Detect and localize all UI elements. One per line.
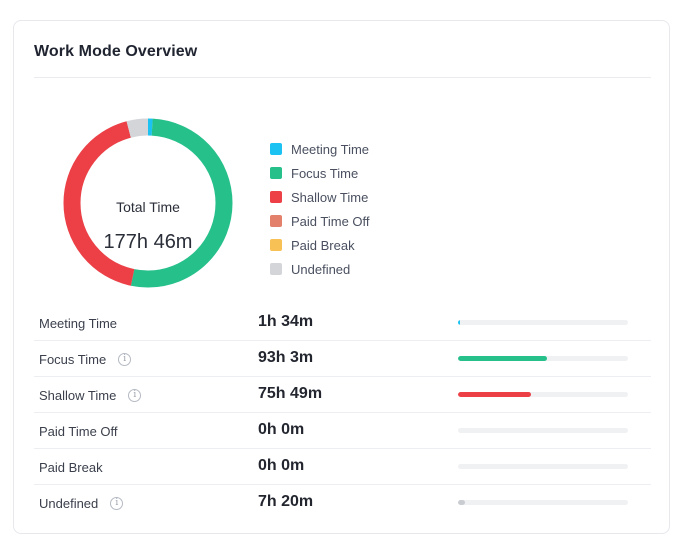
legend-item-paid-break[interactable]: Paid Break <box>270 233 370 257</box>
work-mode-donut-chart: Total Time 177h 46m <box>63 118 233 288</box>
progress-bar-fill <box>458 392 531 397</box>
progress-bar-track <box>458 392 628 397</box>
row-value: 93h 3m <box>258 349 314 366</box>
info-icon[interactable]: i <box>128 389 142 402</box>
row-label-text: Focus Time <box>39 352 107 367</box>
row-label: Focus Time i <box>39 352 132 367</box>
progress-bar-fill <box>458 500 465 505</box>
legend-item-shallow-time[interactable]: Shallow Time <box>270 185 370 209</box>
progress-bar-track <box>458 464 628 469</box>
legend-item-paid-time-off[interactable]: Paid Time Off <box>270 209 370 233</box>
row-value: 75h 49m <box>258 385 323 402</box>
row-label-text: Meeting Time <box>39 316 118 331</box>
donut-segment-shallow-time[interactable] <box>63 118 233 288</box>
row-label-text: Shallow Time <box>39 388 117 403</box>
progress-bar-track <box>458 500 628 505</box>
row-value: 0h 0m <box>258 421 305 438</box>
title-divider <box>34 77 651 78</box>
progress-bar-track <box>458 320 628 325</box>
row-label: Paid Time Off <box>39 424 118 439</box>
row-label: Shallow Time i <box>39 388 142 403</box>
legend-swatch <box>270 239 282 251</box>
legend-item-focus-time[interactable]: Focus Time <box>270 161 370 185</box>
legend-swatch <box>270 263 282 275</box>
legend-swatch <box>270 191 282 203</box>
legend-label: Shallow Time <box>291 189 369 205</box>
legend-swatch <box>270 167 282 179</box>
row-label-text: Undefined <box>39 496 99 511</box>
work-mode-table: Meeting Time 1h 34m Focus Time i 93h 3m … <box>34 305 651 520</box>
work-mode-overview-card: Work Mode Overview Total Time 177h 46m M… <box>13 20 670 534</box>
card-title: Work Mode Overview <box>34 43 198 60</box>
legend-swatch <box>270 143 282 155</box>
legend-label: Paid Break <box>291 237 355 253</box>
row-value: 0h 0m <box>258 457 305 474</box>
progress-bar-fill <box>458 320 460 325</box>
legend-item-undefined[interactable]: Undefined <box>270 257 370 281</box>
legend-label: Meeting Time <box>291 141 370 157</box>
row-label: Meeting Time <box>39 316 117 331</box>
info-icon[interactable]: i <box>118 353 132 366</box>
legend-label: Undefined <box>291 261 351 277</box>
table-row-undefined: Undefined i 7h 20m <box>34 485 651 520</box>
row-label: Undefined i <box>39 496 124 511</box>
info-icon[interactable]: i <box>110 497 124 510</box>
table-row-focus-time: Focus Time i 93h 3m <box>34 341 651 377</box>
row-value: 7h 20m <box>258 493 314 510</box>
legend-swatch <box>270 215 282 227</box>
table-row-paid-break: Paid Break 0h 0m <box>34 449 651 485</box>
row-label: Paid Break <box>39 460 103 475</box>
row-label-text: Paid Time Off <box>39 424 118 439</box>
progress-bar-fill <box>458 356 547 361</box>
row-label-text: Paid Break <box>39 460 103 475</box>
donut-center-label: Total Time <box>116 199 180 215</box>
table-row-shallow-time: Shallow Time i 75h 49m <box>34 377 651 413</box>
donut-center-value: 177h 46m <box>104 231 193 253</box>
legend-label: Focus Time <box>291 165 359 181</box>
progress-bar-track <box>458 428 628 433</box>
table-row-meeting-time: Meeting Time 1h 34m <box>34 305 651 341</box>
table-row-paid-time-off: Paid Time Off 0h 0m <box>34 413 651 449</box>
donut-segment-undefined[interactable] <box>63 118 233 288</box>
legend-label: Paid Time Off <box>291 213 370 229</box>
progress-bar-track <box>458 356 628 361</box>
row-value: 1h 34m <box>258 313 314 330</box>
donut-segment-focus-time[interactable] <box>63 118 233 288</box>
legend-item-meeting-time[interactable]: Meeting Time <box>270 137 370 161</box>
donut-legend: Meeting Time Focus Time Shallow Time Pai… <box>270 137 370 281</box>
